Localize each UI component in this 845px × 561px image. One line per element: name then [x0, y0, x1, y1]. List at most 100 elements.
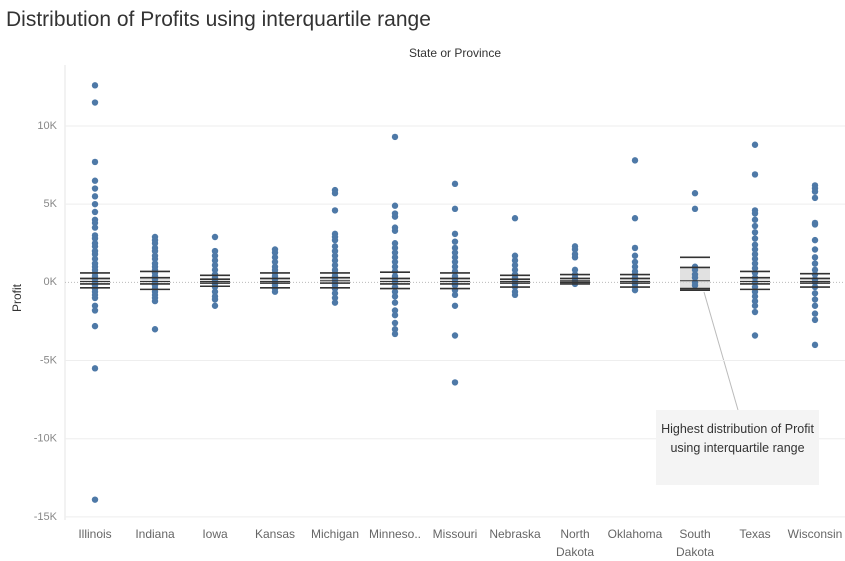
point	[751, 260, 759, 267]
annotation: Highest distribution of Profit using int…	[656, 410, 819, 485]
x-tick-label: Indiana	[135, 527, 175, 541]
point	[811, 188, 819, 195]
x-tick-label: South Dakota	[675, 527, 715, 559]
point	[751, 332, 759, 339]
point	[451, 205, 459, 213]
column-header: State or Province	[409, 46, 501, 60]
y-tick-label: 5K	[44, 198, 58, 210]
point	[751, 222, 759, 230]
point	[511, 261, 519, 269]
point	[391, 307, 399, 314]
point	[91, 158, 99, 166]
point	[751, 229, 759, 236]
x-tick-label: Oklahoma	[607, 527, 663, 541]
point	[391, 319, 399, 327]
point	[751, 246, 759, 253]
point	[811, 302, 819, 309]
point	[451, 238, 459, 245]
point	[631, 244, 639, 252]
point	[211, 261, 219, 269]
point	[451, 291, 459, 299]
point	[451, 263, 459, 270]
point	[751, 241, 759, 249]
y-tick-label: -5K	[40, 354, 58, 366]
point	[391, 299, 399, 306]
point	[391, 326, 399, 333]
point	[151, 240, 159, 247]
point	[211, 288, 219, 295]
point	[391, 244, 399, 252]
point	[271, 249, 279, 256]
point	[631, 258, 639, 266]
y-tick-label: -15K	[34, 511, 58, 523]
point	[511, 252, 519, 259]
point	[391, 249, 399, 256]
point	[751, 210, 759, 217]
point	[451, 379, 459, 386]
point	[91, 302, 99, 309]
point	[211, 302, 219, 309]
point	[151, 297, 159, 305]
x-tick-label: Iowa	[202, 527, 228, 541]
annotation-line	[703, 291, 739, 411]
point	[91, 193, 99, 200]
point	[811, 266, 819, 274]
point	[211, 247, 219, 255]
point	[811, 310, 819, 317]
point	[391, 133, 399, 141]
point	[211, 296, 219, 303]
point	[391, 263, 399, 270]
x-tick-label: Illinois	[78, 527, 112, 541]
point	[271, 288, 279, 295]
y-tick-label: -10K	[34, 433, 58, 445]
point	[751, 216, 759, 223]
point	[331, 236, 339, 244]
point	[391, 240, 399, 247]
point	[151, 247, 159, 255]
point	[811, 290, 819, 297]
y-axis-label: Profit	[10, 283, 24, 312]
point	[811, 260, 819, 267]
point	[511, 291, 519, 299]
point	[811, 221, 819, 228]
point	[451, 230, 459, 238]
point	[331, 261, 339, 269]
point	[811, 296, 819, 303]
point	[331, 257, 339, 264]
point	[451, 258, 459, 266]
point	[391, 202, 399, 209]
x-tick-label: Minneso..	[368, 527, 422, 541]
point	[391, 311, 399, 319]
point	[751, 171, 759, 178]
y-tick-label: 0K	[44, 276, 58, 288]
point	[691, 190, 699, 197]
point	[451, 254, 459, 261]
point	[571, 246, 579, 253]
point	[451, 244, 459, 252]
point	[751, 293, 759, 300]
point	[751, 250, 759, 258]
point	[331, 247, 339, 255]
point	[91, 255, 99, 263]
point	[391, 293, 399, 300]
point	[331, 190, 339, 197]
point	[211, 266, 219, 274]
point	[91, 235, 99, 242]
chart-title: Distribution of Profits using interquart…	[6, 8, 431, 31]
point	[91, 99, 99, 106]
x-tick-label: Texas	[739, 527, 771, 541]
point	[751, 265, 759, 272]
point	[751, 308, 759, 316]
point	[331, 252, 339, 259]
point	[811, 341, 819, 349]
point	[631, 215, 639, 222]
point	[91, 496, 99, 503]
point	[91, 243, 99, 250]
x-tick-label: Kansas	[254, 527, 296, 541]
point	[451, 249, 459, 256]
point	[91, 250, 99, 258]
point	[511, 266, 519, 274]
point	[211, 252, 219, 259]
x-tick-label: North Dakota	[555, 527, 595, 559]
